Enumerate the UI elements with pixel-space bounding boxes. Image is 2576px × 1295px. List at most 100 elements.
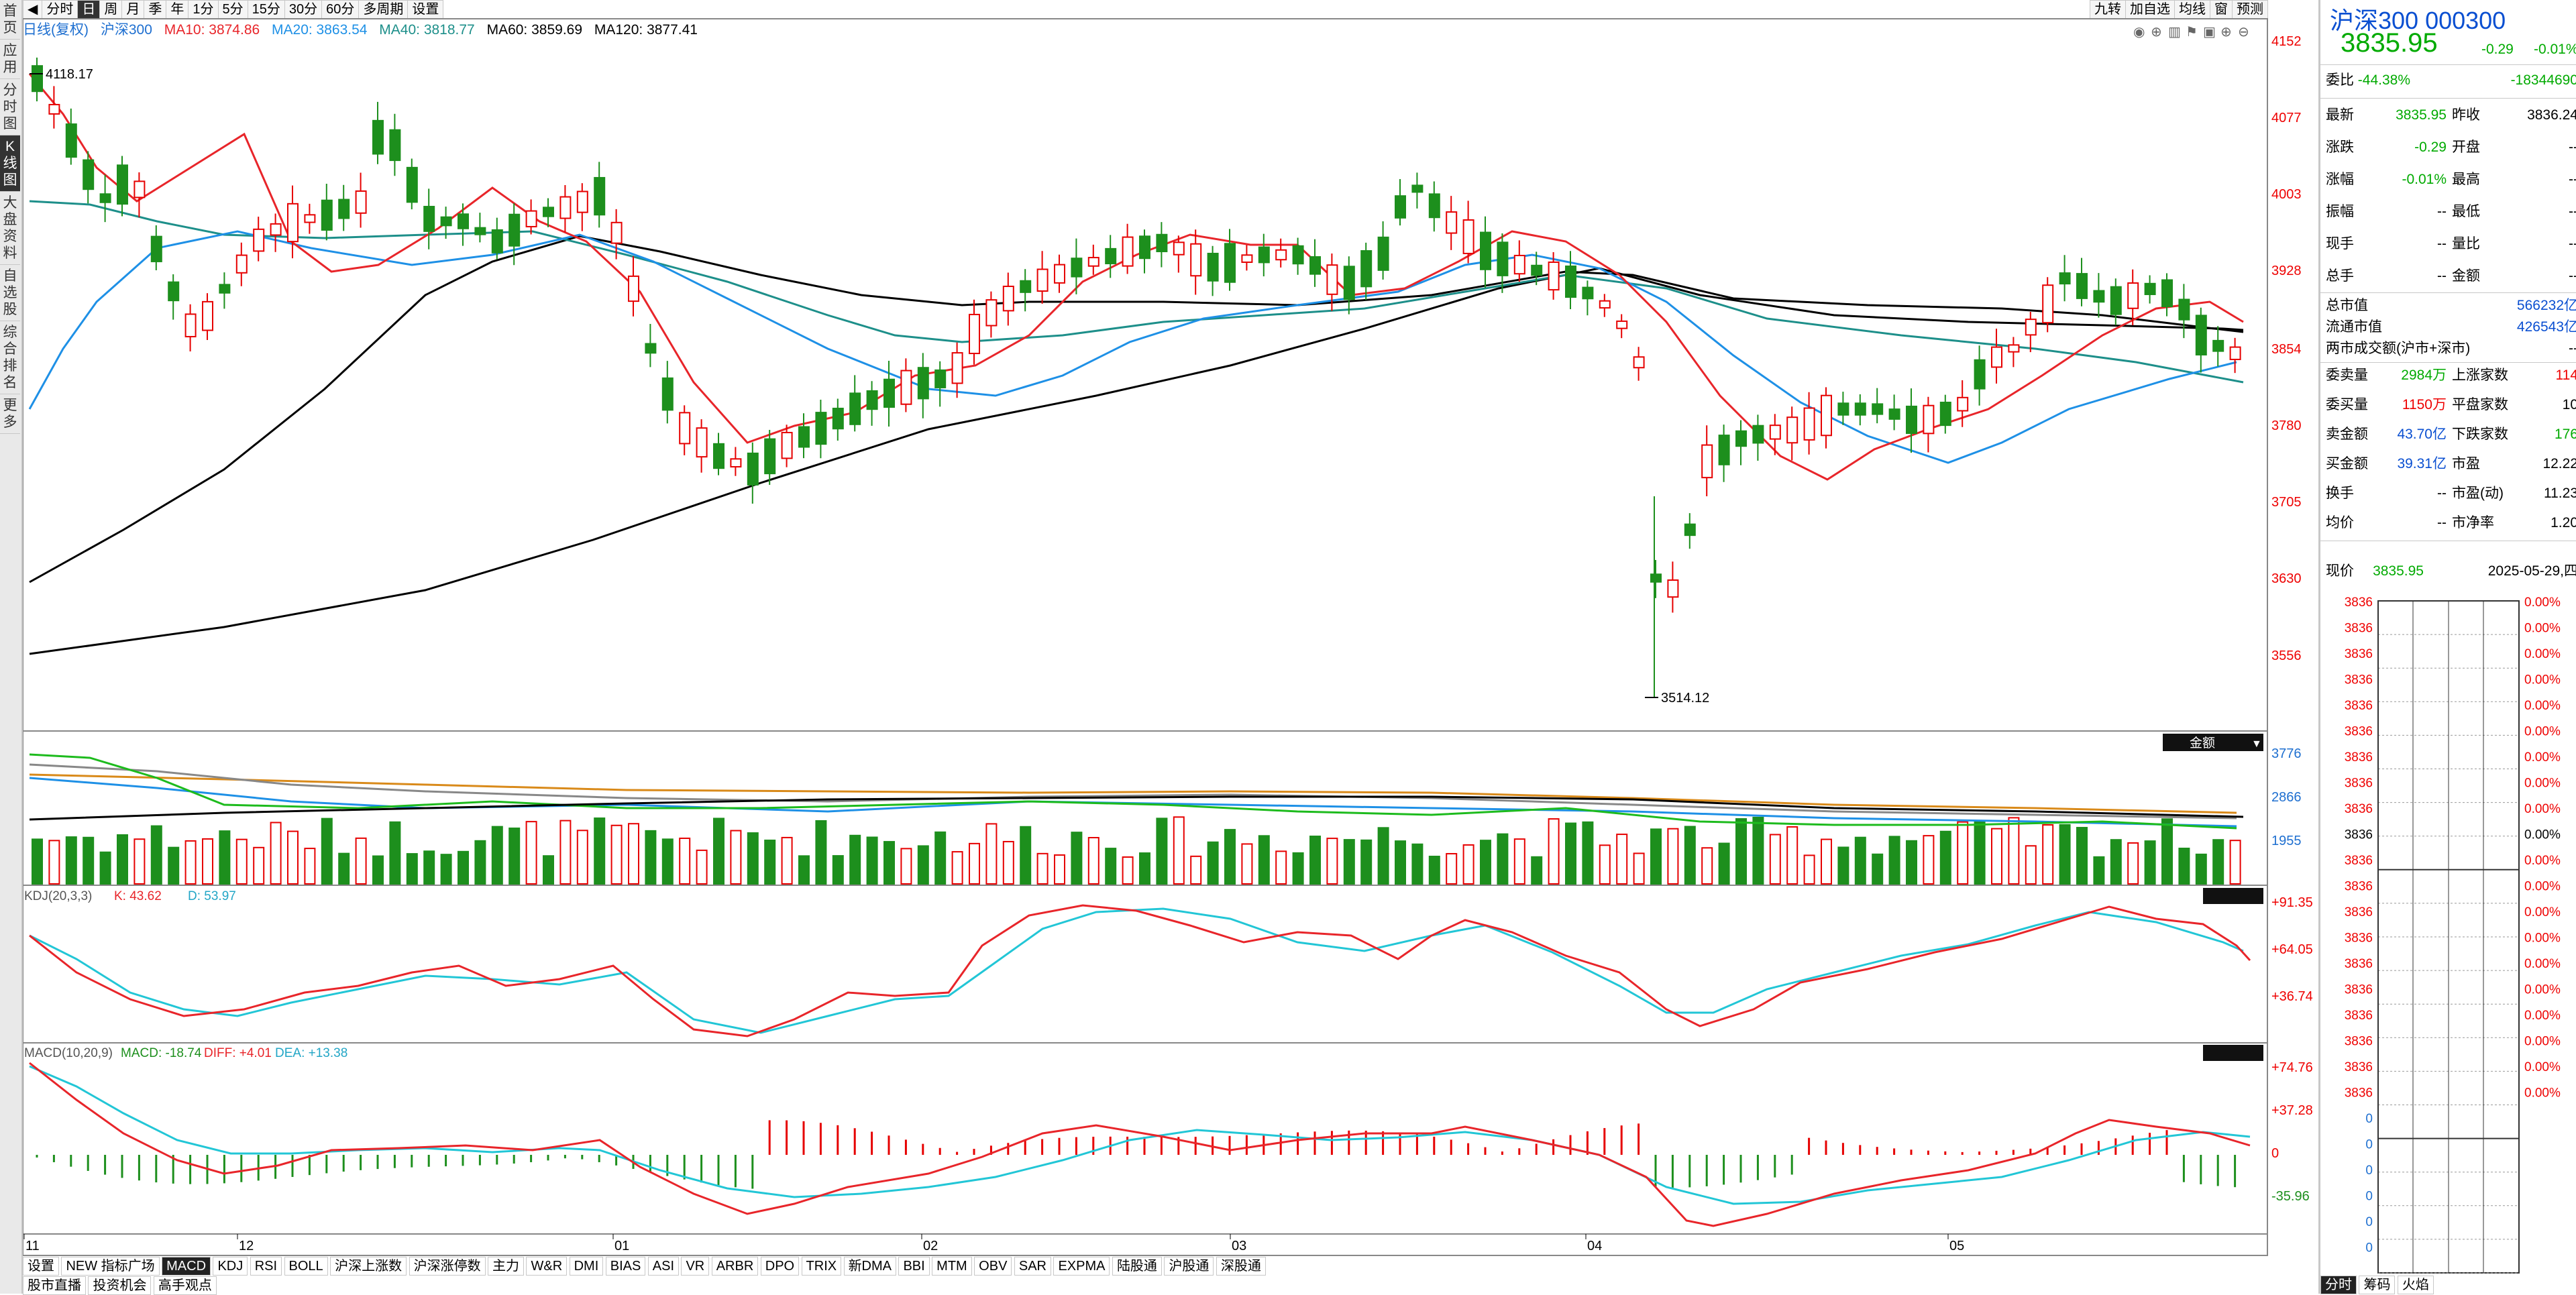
toolbar-nav-left-icon[interactable]: ◀ [23, 0, 43, 19]
amount-label: 金额 [2452, 268, 2480, 284]
mini-price-tick: 3836 [2345, 699, 2373, 713]
volume-bar [917, 845, 929, 885]
flag-icon[interactable]: ⚑ [2186, 25, 2198, 40]
indicator-expma[interactable]: EXPMA [1053, 1257, 1110, 1276]
add-watchlist-button[interactable]: 加自选 [2125, 0, 2175, 19]
indicator-trix[interactable]: TRIX [801, 1257, 842, 1276]
eye-icon[interactable]: ◉ [2133, 25, 2145, 40]
mini-price-tick: 3836 [2345, 905, 2373, 919]
candle-body [1821, 394, 1832, 437]
total-hand-label: 总手 [2326, 268, 2354, 284]
volume-bar [1923, 835, 1935, 885]
mini-price-tick: 3836 [2345, 1009, 2373, 1023]
price-tick: 4152 [2271, 34, 2302, 49]
volume-bar [1513, 838, 1525, 885]
indicator-boll[interactable]: BOLL [284, 1257, 328, 1276]
indicator-rsi[interactable]: RSI [250, 1257, 282, 1276]
tab-kline[interactable]: K线图 [0, 135, 20, 192]
indicator-arbr[interactable]: ARBR [711, 1257, 759, 1276]
indicator-mtm[interactable]: MTM [932, 1257, 972, 1276]
indicator-new-dma[interactable]: 新DMA [843, 1257, 897, 1276]
volume-bar [2144, 840, 2156, 885]
low-label: 3514.12 [1661, 691, 1709, 706]
bars-icon[interactable]: ▥ [2168, 25, 2181, 40]
candle-body [1837, 402, 1849, 416]
volume-bar [1411, 843, 1424, 885]
tab-ranking[interactable]: 综合排名 [0, 321, 20, 394]
indicator-sar[interactable]: SAR [1014, 1257, 1051, 1276]
indicator-main-force[interactable]: 主力 [488, 1257, 525, 1276]
settings-button[interactable]: 设置 [407, 0, 444, 19]
period-month[interactable]: 月 [121, 0, 145, 19]
mini-price-tick: 3836 [2345, 802, 2373, 816]
buy-amt-value: 39.31亿 [2397, 456, 2447, 471]
low-label-q: 最低 [2452, 204, 2480, 219]
period-60min[interactable]: 60分 [321, 0, 360, 19]
tab-opportunities[interactable]: 投资机会 [88, 1276, 152, 1295]
volume-bar [1803, 854, 1815, 885]
volume-metric-dropdown[interactable] [2163, 734, 2263, 751]
buy-amt-label: 买金额 [2326, 456, 2368, 471]
mini-tab-flame[interactable]: 火焰 [2397, 1276, 2434, 1294]
candle-body [1446, 211, 1458, 234]
volume-ratio-label: 量比 [2452, 236, 2480, 251]
indicator-hk-connect[interactable]: 陆股通 [1112, 1257, 1162, 1276]
indicator-dmi[interactable]: DMI [569, 1257, 604, 1276]
indicator-up-count[interactable]: 沪深上涨数 [330, 1257, 407, 1276]
volume-bar [202, 838, 213, 885]
period-multi[interactable]: 多周期 [358, 0, 409, 19]
tab-home[interactable]: 首页 [0, 0, 20, 40]
up-count-value: 114 [2555, 368, 2576, 383]
indicator-settings[interactable]: 设置 [23, 1257, 59, 1276]
tab-more[interactable]: 更多 [0, 394, 20, 434]
indicator-sh-connect[interactable]: 沪股通 [1164, 1257, 1214, 1276]
period-day[interactable]: 日 [77, 0, 101, 19]
kdj-params-button[interactable] [2203, 888, 2263, 904]
mini-tab-intraday[interactable]: 分时 [2320, 1276, 2357, 1294]
volume-bar [253, 846, 265, 885]
indicator-limit-up[interactable]: 沪深涨停数 [409, 1257, 486, 1276]
link-icon[interactable]: ⊕ [2151, 25, 2162, 40]
candle-body [2008, 344, 2020, 353]
mini-tab-chips[interactable]: 筹码 [2359, 1276, 2396, 1294]
indicator-asi[interactable]: ASI [647, 1257, 680, 1276]
lock-icon[interactable]: ▣ [2203, 25, 2216, 40]
mini-intraday-chart[interactable]: 3836 0.00% 3836 0.00% 3836 0.00% 3836 0.00% 3836… [2320, 596, 2576, 1294]
tab-expert-views[interactable]: 高手观点 [153, 1276, 217, 1295]
indicator-sz-connect[interactable]: 深股通 [1216, 1257, 1266, 1276]
tab-apps[interactable]: 应用 [0, 40, 20, 79]
ma-button[interactable]: 均线 [2174, 0, 2210, 19]
zoom-out-icon[interactable]: ⊖ [2238, 25, 2249, 40]
indicator-bias[interactable]: BIAS [605, 1257, 646, 1276]
indicator-wr[interactable]: W&R [526, 1257, 568, 1276]
tab-market-info[interactable]: 大盘资料 [0, 192, 20, 265]
macd-diff-line [29, 1062, 2251, 1227]
tab-live[interactable]: 股市直播 [23, 1276, 86, 1295]
indicator-macd[interactable]: MACD [162, 1257, 211, 1276]
kline-chart[interactable]: 4152 4077 4003 3928 3854 3780 3705 3630 … [23, 0, 2318, 1257]
indicator-kdj[interactable]: KDJ [213, 1257, 248, 1276]
macd-params-button[interactable] [2203, 1045, 2263, 1061]
volume-bar [951, 851, 963, 885]
window-button[interactable]: 窗 [2210, 0, 2233, 19]
indicator-square[interactable]: NEW 指标广场 [61, 1257, 160, 1276]
volume-bar [1599, 844, 1611, 885]
tab-watchlist[interactable]: 自选股 [0, 265, 20, 321]
tab-intraday[interactable]: 分时图 [0, 79, 20, 135]
period-year[interactable]: 年 [166, 0, 189, 19]
legend-ma10: MA10: 3874.86 [164, 22, 260, 38]
candle-body [32, 65, 43, 93]
indicator-vr[interactable]: VR [681, 1257, 710, 1276]
indicator-bbi[interactable]: BBI [898, 1257, 930, 1276]
two-market-value: -- [2569, 341, 2576, 356]
candle-body [1002, 285, 1014, 312]
volume-bar [355, 837, 367, 885]
indicator-obv[interactable]: OBV [974, 1257, 1012, 1276]
period-15min[interactable]: 15分 [247, 0, 285, 19]
zoom-in-icon[interactable]: ⊕ [2220, 25, 2232, 40]
candle-body [798, 426, 810, 448]
mini-price-tick: 3836 [2345, 622, 2373, 636]
indicator-dpo[interactable]: DPO [760, 1257, 800, 1276]
period-30min[interactable]: 30分 [284, 0, 323, 19]
period-5min[interactable]: 5分 [217, 0, 248, 19]
